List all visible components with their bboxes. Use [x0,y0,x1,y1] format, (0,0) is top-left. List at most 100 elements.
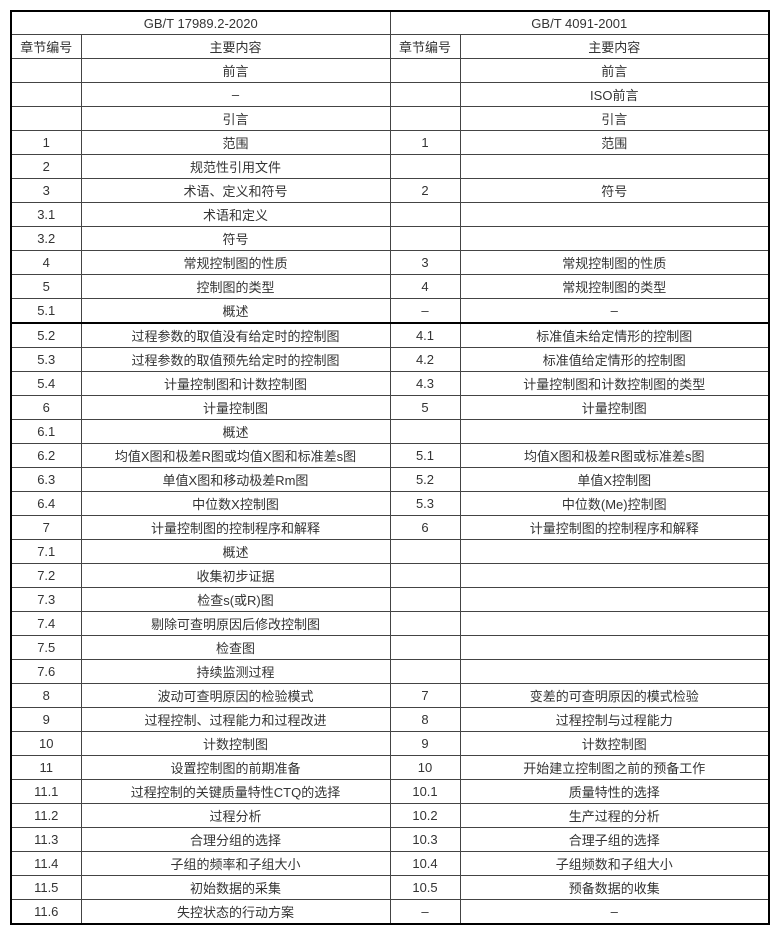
cell-right-content [460,420,769,444]
cell-left-id: 5.2 [11,323,81,348]
table-row: 6.4中位数X控制图5.3中位数(Me)控制图 [11,492,769,516]
table-row: 11.3合理分组的选择10.3合理子组的选择 [11,828,769,852]
cell-left-content: 范围 [81,131,390,155]
cell-left-content: 设置控制图的前期准备 [81,756,390,780]
cell-right-id [390,540,460,564]
cell-left-content: 子组的频率和子组大小 [81,852,390,876]
cell-right-content: 生产过程的分析 [460,804,769,828]
cell-left-id: 7.1 [11,540,81,564]
cell-right-id: 10.5 [390,876,460,900]
cell-left-content: 术语和定义 [81,203,390,227]
cell-left-id: 8 [11,684,81,708]
cell-right-content: 范围 [460,131,769,155]
header-left-content: 主要内容 [81,35,390,59]
cell-left-id: 1 [11,131,81,155]
cell-right-content: 均值X图和极差R图或标准差s图 [460,444,769,468]
cell-right-id [390,203,460,227]
cell-left-content: 单值X图和移动极差Rm图 [81,468,390,492]
table-row: 11.1过程控制的关键质量特性CTQ的选择10.1质量特性的选择 [11,780,769,804]
cell-right-content: 开始建立控制图之前的预备工作 [460,756,769,780]
cell-right-id [390,59,460,83]
table-row: 7.4剔除可查明原因后修改控制图 [11,612,769,636]
cell-right-content: 符号 [460,179,769,203]
comparison-table: GB/T 17989.2-2020 GB/T 4091-2001 章节编号 主要… [10,10,770,925]
cell-right-id [390,636,460,660]
cell-right-id [390,83,460,107]
cell-right-id: – [390,299,460,324]
table-row: 10计数控制图9计数控制图 [11,732,769,756]
cell-right-id: 10.1 [390,780,460,804]
table-row: 3术语、定义和符号2符号 [11,179,769,203]
table-row: 11.4子组的频率和子组大小10.4子组频数和子组大小 [11,852,769,876]
cell-left-id: 10 [11,732,81,756]
cell-left-content: 计数控制图 [81,732,390,756]
cell-left-id: 5.1 [11,299,81,324]
cell-right-content: 引言 [460,107,769,131]
cell-left-content: 过程控制的关键质量特性CTQ的选择 [81,780,390,804]
cell-left-id: 7.6 [11,660,81,684]
cell-left-id: 4 [11,251,81,275]
cell-left-id: 7.3 [11,588,81,612]
table-row: 1范围1范围 [11,131,769,155]
cell-right-id: 4 [390,275,460,299]
cell-left-id: 7.5 [11,636,81,660]
cell-right-content: 计数控制图 [460,732,769,756]
table-row: 引言 引言 [11,107,769,131]
cell-left-content: 概述 [81,540,390,564]
table-row: 8波动可查明原因的检验模式7变差的可查明原因的模式检验 [11,684,769,708]
cell-left-content: 常规控制图的性质 [81,251,390,275]
cell-right-content: ISO前言 [460,83,769,107]
cell-left-id: 11.4 [11,852,81,876]
table-row: 6计量控制图5计量控制图 [11,396,769,420]
table-row: 11.2过程分析10.2生产过程的分析 [11,804,769,828]
cell-left-content: 计量控制图的控制程序和解释 [81,516,390,540]
cell-left-id: 7.4 [11,612,81,636]
cell-left-content: – [81,83,390,107]
cell-left-content: 计量控制图和计数控制图 [81,372,390,396]
cell-right-content [460,660,769,684]
cell-right-id: – [390,900,460,925]
cell-left-id: 3 [11,179,81,203]
cell-left-id: 7.2 [11,564,81,588]
cell-left-content: 引言 [81,107,390,131]
cell-right-content [460,612,769,636]
cell-right-id: 7 [390,684,460,708]
cell-right-content: 常规控制图的性质 [460,251,769,275]
cell-left-content: 持续监测过程 [81,660,390,684]
cell-right-id: 9 [390,732,460,756]
cell-left-content: 计量控制图 [81,396,390,420]
cell-left-content: 前言 [81,59,390,83]
table-row: 5控制图的类型4常规控制图的类型 [11,275,769,299]
header-right-id: 章节编号 [390,35,460,59]
cell-left-id: 2 [11,155,81,179]
cell-left-content: 控制图的类型 [81,275,390,299]
cell-right-id [390,588,460,612]
table-row: 11.5初始数据的采集10.5预备数据的收集 [11,876,769,900]
cell-left-id: 11.6 [11,900,81,925]
cell-left-id [11,59,81,83]
cell-left-id: 9 [11,708,81,732]
cell-left-content: 符号 [81,227,390,251]
cell-right-id [390,564,460,588]
cell-right-id: 2 [390,179,460,203]
table-row: 3.1术语和定义 [11,203,769,227]
cell-left-id: 5.4 [11,372,81,396]
cell-right-id: 5.1 [390,444,460,468]
cell-left-content: 检查图 [81,636,390,660]
cell-right-content: 标准值未给定情形的控制图 [460,323,769,348]
cell-right-id: 10.3 [390,828,460,852]
cell-right-content [460,540,769,564]
cell-right-id: 8 [390,708,460,732]
table-row: 前言前言 [11,59,769,83]
cell-left-content: 概述 [81,420,390,444]
cell-left-content: 过程参数的取值预先给定时的控制图 [81,348,390,372]
table-row: 3.2符号 [11,227,769,251]
cell-left-id: 6.4 [11,492,81,516]
table-row: 6.3单值X图和移动极差Rm图5.2单值X控制图 [11,468,769,492]
table-row: 4常规控制图的性质3常规控制图的性质 [11,251,769,275]
cell-left-content: 中位数X控制图 [81,492,390,516]
cell-right-content [460,155,769,179]
header-left-id: 章节编号 [11,35,81,59]
table-row: 11设置控制图的前期准备10开始建立控制图之前的预备工作 [11,756,769,780]
cell-right-id: 10.2 [390,804,460,828]
